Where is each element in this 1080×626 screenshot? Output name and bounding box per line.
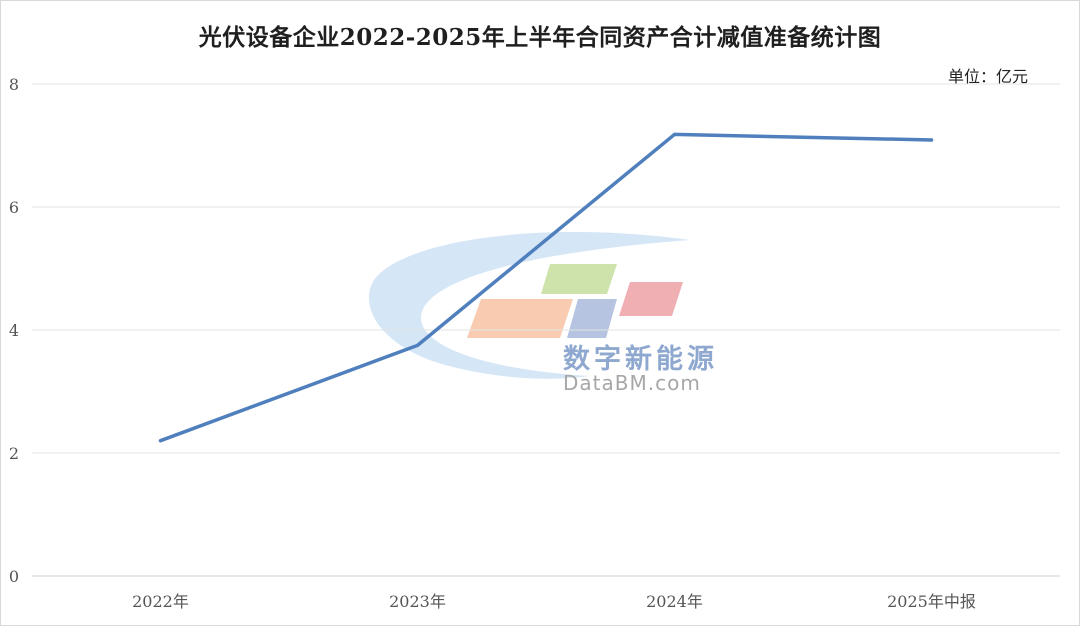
watermark-swoosh [368,232,690,379]
chart-title: 光伏设备企业2022-2025年上半年合同资产合计减值准备统计图 [198,24,882,51]
data-point [929,138,934,142]
watermark-text-cn: 数字新能源 [563,343,718,375]
watermark-tile-green [541,264,617,294]
y-tick-label: 2 [9,444,19,463]
x-tick-label: 2023年 [389,592,446,611]
watermark-text-en: DataBM.com [563,371,701,395]
x-axis: 2022年 2023年 2024年 2025年中报 [132,592,976,611]
unit-label: 单位：亿元 [947,67,1028,86]
y-tick-label: 6 [9,198,19,217]
x-tick-label: 2022年 [132,592,189,611]
gridlines [32,83,1060,577]
y-tick-label: 0 [9,567,19,586]
data-point [415,343,420,347]
series-layer [158,132,934,443]
watermark-tile-orange [467,299,573,338]
data-point [672,132,677,137]
y-tick-label: 4 [9,321,19,340]
y-axis: 0 2 4 6 8 [9,75,19,586]
x-tick-label: 2025年中报 [887,592,976,611]
data-point [158,439,163,443]
x-tick-label: 2024年 [646,592,703,611]
watermark-tile-blue [567,299,617,338]
y-tick-label: 8 [9,75,19,94]
watermark-logo: 数字新能源 DataBM.com [368,232,718,395]
watermark-tile-red [619,282,683,316]
series-line [158,132,934,443]
